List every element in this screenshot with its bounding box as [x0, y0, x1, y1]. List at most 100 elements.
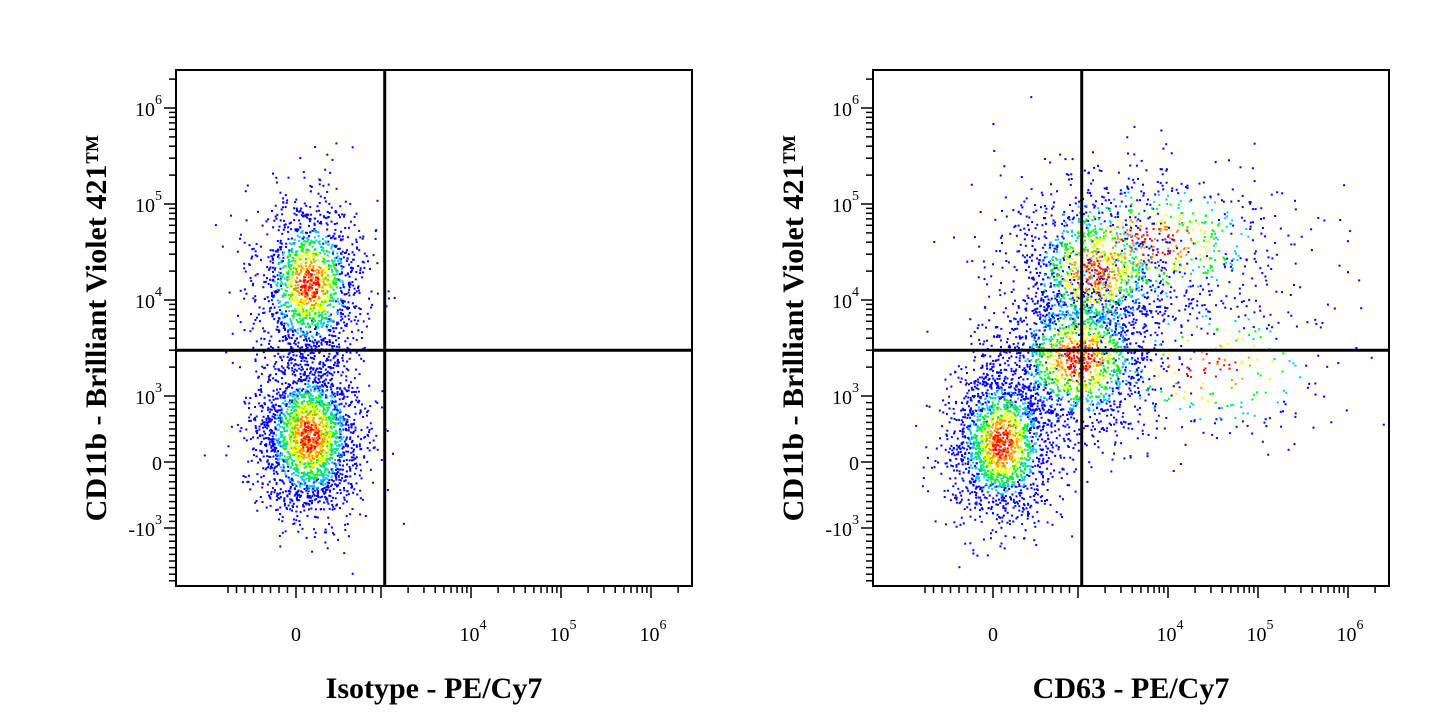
event-dot	[314, 376, 317, 379]
event-dot	[341, 398, 344, 400]
event-dot	[323, 383, 326, 386]
event-dot	[273, 407, 276, 410]
event-dot	[1244, 314, 1247, 317]
event-dot	[1178, 368, 1180, 371]
y-tick-label: -103	[128, 513, 162, 541]
event-dot	[300, 376, 302, 378]
event-dot	[986, 339, 988, 342]
event-dot	[306, 492, 309, 495]
event-dot	[1002, 393, 1005, 395]
event-dot	[327, 359, 329, 361]
event-dot	[333, 432, 336, 435]
event-dot	[1019, 243, 1022, 246]
event-dot	[351, 330, 353, 333]
event-dot	[277, 443, 280, 446]
event-dot	[243, 267, 246, 270]
event-dot	[350, 441, 353, 444]
event-dot	[1347, 271, 1349, 274]
event-dot	[259, 443, 262, 445]
event-dot	[286, 278, 289, 281]
event-dot	[290, 268, 293, 271]
event-dot	[275, 392, 278, 395]
event-dot	[1016, 250, 1019, 253]
event-dot	[330, 425, 333, 428]
event-dot	[283, 455, 286, 458]
event-dot	[1157, 414, 1160, 417]
event-dot	[297, 304, 300, 307]
event-dot	[1183, 294, 1186, 297]
event-dot	[310, 297, 313, 300]
event-dot	[298, 449, 301, 452]
event-dot	[291, 299, 294, 302]
event-dot	[339, 319, 342, 322]
event-dot	[273, 472, 275, 475]
event-dot	[337, 538, 339, 541]
event-dot	[1108, 394, 1111, 397]
event-dot	[341, 447, 344, 450]
event-dot	[1051, 451, 1054, 454]
event-dot	[342, 283, 345, 286]
event-dot	[324, 408, 327, 411]
event-dot	[1122, 420, 1125, 423]
event-dot	[339, 393, 341, 396]
event-dot	[307, 392, 310, 395]
event-dot	[326, 485, 329, 488]
event-dot	[282, 201, 285, 204]
event-dot	[319, 401, 322, 404]
event-dot	[348, 282, 350, 284]
event-dot	[221, 245, 224, 248]
event-dot	[274, 368, 277, 371]
event-dot	[338, 431, 341, 434]
event-dot	[268, 342, 271, 345]
event-dot	[1330, 421, 1333, 424]
event-dot	[296, 272, 299, 275]
event-dot	[335, 352, 338, 354]
event-dot	[314, 302, 317, 305]
event-dot	[295, 428, 297, 431]
event-dot	[335, 269, 338, 272]
event-dot	[320, 411, 323, 414]
event-dot	[1023, 227, 1026, 230]
event-dot	[287, 271, 290, 274]
event-dot	[262, 475, 265, 478]
event-dot	[362, 261, 365, 264]
event-dot	[291, 426, 294, 429]
event-dot	[999, 250, 1001, 253]
event-dot	[272, 445, 275, 448]
event-dot	[1019, 212, 1022, 215]
event-dot	[335, 339, 338, 342]
event-dot	[1073, 470, 1076, 473]
event-dot	[342, 256, 345, 259]
event-dot	[318, 400, 321, 402]
event-dot	[316, 382, 319, 384]
event-dot	[296, 457, 299, 460]
event-dot	[268, 455, 271, 458]
event-dot	[323, 419, 326, 421]
event-dot	[321, 416, 324, 419]
event-dot	[1101, 362, 1104, 365]
event-dot	[273, 421, 276, 424]
event-dot	[1186, 262, 1189, 265]
event-dot	[328, 366, 331, 369]
event-dot	[251, 284, 254, 287]
event-dot	[338, 346, 341, 349]
event-dot	[272, 172, 274, 175]
event-dot	[299, 523, 301, 526]
event-dot	[282, 420, 285, 423]
event-dot	[1300, 235, 1303, 238]
event-dot	[298, 426, 301, 429]
event-dot	[351, 281, 354, 284]
event-dot	[305, 311, 308, 314]
event-dot	[319, 465, 322, 468]
event-dot	[282, 367, 285, 370]
event-dot	[294, 272, 297, 275]
event-dot	[331, 456, 334, 459]
event-dot	[313, 486, 316, 488]
event-dot	[317, 235, 320, 237]
event-dot	[292, 431, 294, 434]
event-dot	[282, 466, 285, 469]
event-dot	[329, 495, 332, 498]
event-dot	[1266, 327, 1268, 330]
event-dot	[329, 264, 332, 267]
